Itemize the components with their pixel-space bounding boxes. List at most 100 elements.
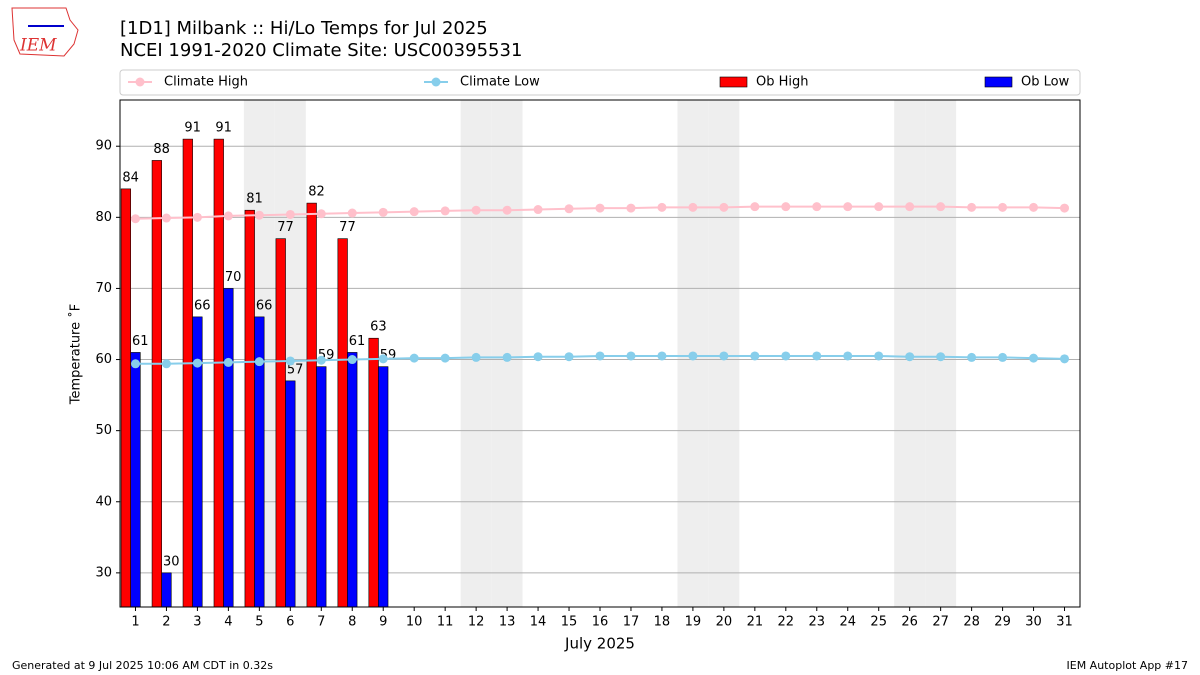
logo-outline bbox=[11, 7, 79, 57]
data-label: 91 bbox=[215, 121, 232, 136]
x-tick-label: 9 bbox=[379, 615, 387, 630]
point bbox=[130, 359, 140, 369]
legend-marker bbox=[431, 77, 441, 87]
x-tick-label: 24 bbox=[839, 615, 856, 630]
x-tick-label: 17 bbox=[623, 615, 640, 630]
point bbox=[843, 202, 853, 212]
point bbox=[440, 206, 450, 216]
logo-text: IEM bbox=[19, 36, 57, 56]
point bbox=[409, 207, 419, 217]
point bbox=[812, 202, 822, 212]
x-tick-label: 8 bbox=[348, 615, 356, 630]
bar bbox=[120, 188, 131, 608]
data-label: 70 bbox=[225, 270, 242, 285]
point bbox=[471, 205, 481, 215]
data-label: 66 bbox=[194, 298, 211, 313]
x-tick-label: 29 bbox=[994, 615, 1011, 630]
y-tick-label: 40 bbox=[95, 494, 112, 509]
point bbox=[874, 351, 884, 361]
point bbox=[781, 351, 791, 361]
data-label: 91 bbox=[184, 121, 201, 136]
point bbox=[347, 208, 357, 218]
point bbox=[595, 203, 605, 213]
x-tick-label: 31 bbox=[1056, 615, 1073, 630]
point bbox=[316, 355, 326, 365]
point bbox=[192, 212, 202, 222]
bar bbox=[347, 352, 358, 608]
data-label: 84 bbox=[122, 170, 139, 185]
point bbox=[905, 202, 915, 212]
data-label: 66 bbox=[256, 298, 273, 313]
point bbox=[316, 209, 326, 219]
x-tick-label: 22 bbox=[778, 615, 795, 630]
data-label: 61 bbox=[132, 334, 149, 349]
point bbox=[657, 351, 667, 361]
x-tick-label: 25 bbox=[870, 615, 887, 630]
bar bbox=[368, 337, 379, 608]
point bbox=[967, 352, 977, 362]
bar bbox=[223, 288, 234, 608]
bar bbox=[130, 352, 141, 608]
bar bbox=[213, 138, 224, 608]
point bbox=[254, 357, 264, 367]
point bbox=[409, 353, 419, 363]
bar bbox=[285, 380, 296, 608]
point bbox=[223, 357, 233, 367]
x-tick-label: 23 bbox=[809, 615, 826, 630]
y-tick-label: 80 bbox=[95, 210, 112, 225]
point bbox=[471, 352, 481, 362]
data-label: 77 bbox=[339, 220, 356, 235]
bar bbox=[306, 202, 317, 608]
x-tick-label: 3 bbox=[193, 615, 201, 630]
point bbox=[440, 353, 450, 363]
point bbox=[905, 352, 915, 362]
x-tick-label: 18 bbox=[654, 615, 671, 630]
x-tick-label: 6 bbox=[286, 615, 294, 630]
point bbox=[874, 202, 884, 212]
logo: IEM bbox=[11, 7, 79, 57]
data-label: 82 bbox=[308, 185, 325, 200]
x-tick-label: 10 bbox=[406, 615, 423, 630]
chart-subtitle: NCEI 1991-2020 Climate Site: USC00395531 bbox=[120, 40, 522, 61]
point bbox=[936, 202, 946, 212]
bar bbox=[151, 160, 162, 608]
point bbox=[378, 207, 388, 217]
bar bbox=[316, 366, 327, 608]
x-tick-label: 30 bbox=[1025, 615, 1042, 630]
plot-frame bbox=[119, 99, 1081, 608]
point bbox=[719, 202, 729, 212]
x-tick-label: 1 bbox=[131, 615, 139, 630]
point bbox=[533, 205, 543, 215]
data-label: 88 bbox=[153, 142, 170, 157]
legend-label: Ob High bbox=[756, 75, 809, 90]
point bbox=[223, 211, 233, 221]
chart-title: [1D1] Milbank :: Hi/Lo Temps for Jul 202… bbox=[120, 18, 488, 39]
point bbox=[130, 214, 140, 224]
data-label: 81 bbox=[246, 192, 263, 207]
y-tick-label: 60 bbox=[95, 352, 112, 367]
point bbox=[967, 202, 977, 212]
point bbox=[502, 352, 512, 362]
bar bbox=[275, 238, 286, 608]
data-label: 61 bbox=[349, 334, 366, 349]
x-tick-label: 7 bbox=[317, 615, 325, 630]
x-tick-label: 20 bbox=[716, 615, 733, 630]
point bbox=[998, 202, 1008, 212]
point bbox=[750, 351, 760, 361]
point bbox=[254, 210, 264, 220]
point bbox=[564, 204, 574, 214]
point bbox=[161, 213, 171, 223]
legend-label: Climate High bbox=[164, 75, 248, 90]
point bbox=[843, 351, 853, 361]
x-axis-label: July 2025 bbox=[564, 635, 635, 653]
x-tick-label: 2 bbox=[162, 615, 170, 630]
point bbox=[564, 352, 574, 362]
point bbox=[378, 354, 388, 364]
footer-left: Generated at 9 Jul 2025 10:06 AM CDT in … bbox=[12, 659, 273, 672]
legend-swatch bbox=[719, 76, 748, 88]
x-tick-label: 11 bbox=[437, 615, 454, 630]
bar bbox=[378, 366, 389, 608]
point bbox=[1029, 353, 1039, 363]
legend-marker bbox=[135, 77, 145, 87]
point bbox=[936, 352, 946, 362]
